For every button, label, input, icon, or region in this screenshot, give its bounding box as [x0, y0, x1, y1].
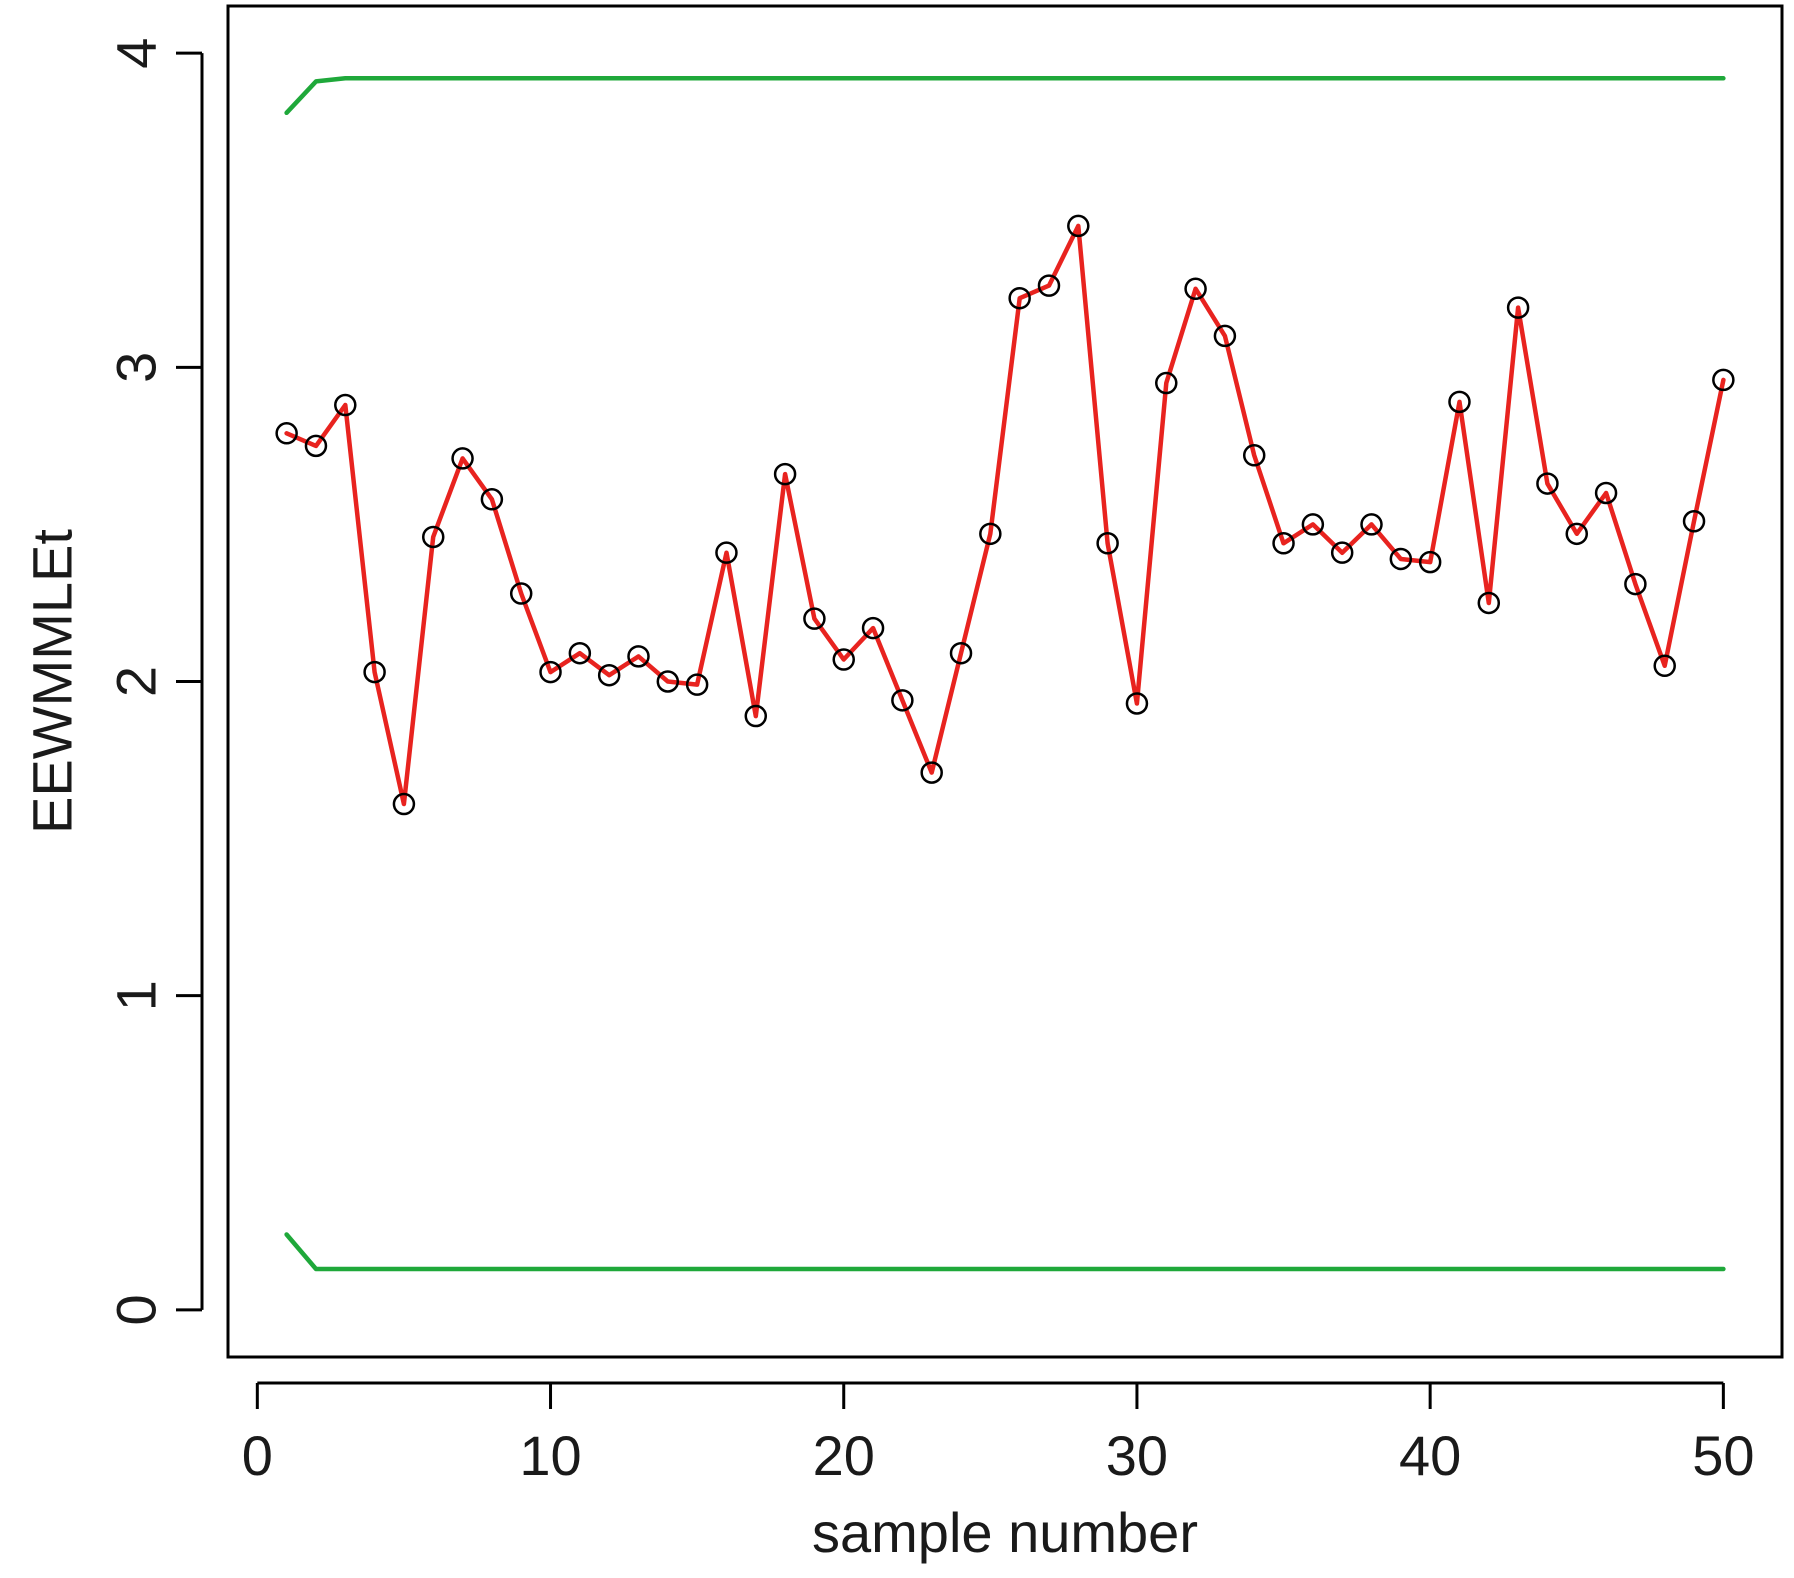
data-point [363, 660, 386, 684]
data-point [1184, 277, 1207, 301]
data-point [1389, 547, 1413, 571]
control-limits [284, 76, 1726, 1272]
statistic-line [284, 223, 1726, 807]
y-tick-label: 4 [105, 38, 168, 69]
y-tick-label: 3 [105, 352, 168, 383]
data-point [832, 648, 855, 671]
data-point [334, 393, 357, 417]
data-point [1477, 591, 1501, 615]
data-point [1242, 444, 1266, 467]
data-point [1506, 296, 1530, 319]
data-point [1301, 513, 1325, 536]
data-point [480, 488, 504, 511]
data-point [803, 607, 826, 630]
data-point [1594, 481, 1618, 505]
x-tick-label: 20 [813, 1424, 875, 1487]
data-point [1155, 371, 1178, 395]
data-point [1448, 390, 1471, 414]
y-tick-label: 0 [105, 1294, 168, 1325]
data-point [539, 660, 562, 684]
data-point [421, 525, 445, 549]
upper-limit-line [284, 76, 1726, 116]
x-tick-label: 0 [242, 1424, 273, 1487]
x-tick-label: 30 [1106, 1424, 1168, 1487]
data-point [1272, 532, 1295, 555]
x-tick-label: 10 [519, 1424, 581, 1487]
data-point [1360, 513, 1383, 536]
data-point [1125, 692, 1149, 715]
data-point [1653, 654, 1676, 678]
y-axis-title: EEWMMLEt [21, 529, 84, 834]
data-point [744, 704, 768, 728]
data-point [1418, 550, 1442, 574]
x-axis: 0 10 20 30 40 50 [242, 1381, 1755, 1487]
y-tick-label: 1 [105, 980, 168, 1011]
data-point [891, 689, 914, 712]
data-point [1330, 541, 1354, 564]
data-point [1096, 532, 1119, 555]
data-point [861, 616, 885, 640]
plot-frame [226, 4, 1784, 1359]
data-point [1565, 522, 1589, 546]
data-point [979, 522, 1002, 546]
data-point [656, 670, 680, 693]
x-tick-label: 40 [1399, 1424, 1461, 1487]
y-tick-label: 2 [105, 666, 168, 697]
data-point [451, 447, 474, 470]
x-axis-title: sample number [812, 1501, 1198, 1564]
data-point [1213, 324, 1237, 348]
data-point [1008, 286, 1031, 310]
data-point [1037, 274, 1061, 297]
lower-limit-line [284, 1232, 1726, 1272]
data-point [949, 641, 973, 665]
data-point [304, 434, 328, 458]
data-point [1682, 510, 1706, 533]
data-point [597, 663, 621, 687]
data-point [627, 645, 650, 668]
statistic-markers [275, 214, 1735, 816]
statistic-series [284, 223, 1726, 807]
data-point [1067, 214, 1090, 238]
data-point [1624, 572, 1647, 596]
data-point [685, 673, 709, 696]
data-point [509, 582, 533, 605]
y-axis: 0 1 2 3 4 [105, 38, 204, 1325]
data-point [392, 792, 416, 816]
data-point [1536, 472, 1559, 495]
data-point [1712, 368, 1735, 392]
x-tick-label: 50 [1692, 1424, 1754, 1487]
data-point [275, 422, 298, 445]
data-point [920, 761, 943, 784]
data-point [715, 541, 738, 564]
data-point [568, 641, 592, 665]
data-point [773, 462, 797, 486]
